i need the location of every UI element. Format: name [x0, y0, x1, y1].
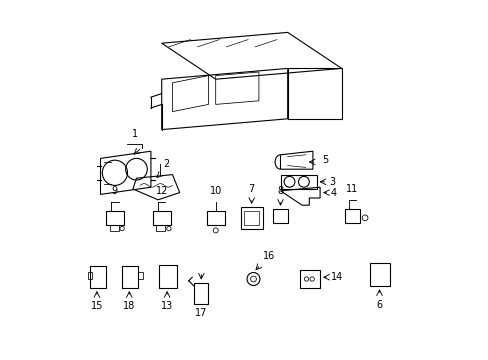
Bar: [241, 207, 262, 229]
Bar: [280, 175, 316, 189]
Text: 1: 1: [131, 129, 138, 139]
Bar: [206, 211, 224, 225]
Bar: [159, 265, 177, 288]
Bar: [89, 266, 106, 288]
Bar: [156, 225, 165, 231]
Text: 14: 14: [330, 272, 343, 282]
Text: 8: 8: [277, 186, 283, 196]
Bar: [138, 272, 142, 279]
Bar: [152, 211, 170, 225]
Bar: [106, 211, 123, 225]
Text: 11: 11: [346, 184, 358, 194]
Bar: [370, 263, 389, 286]
Bar: [88, 272, 92, 279]
Bar: [122, 266, 138, 288]
Text: 17: 17: [195, 308, 207, 318]
Bar: [272, 209, 288, 223]
Text: 9: 9: [112, 186, 118, 196]
Text: 18: 18: [123, 301, 135, 311]
Bar: [244, 211, 258, 225]
Bar: [300, 270, 320, 288]
Bar: [109, 225, 118, 231]
Text: 16: 16: [262, 251, 274, 261]
Text: 10: 10: [209, 186, 222, 196]
Text: 13: 13: [161, 301, 173, 311]
Text: 4: 4: [330, 188, 336, 198]
Text: 12: 12: [155, 186, 167, 196]
Text: 2: 2: [163, 159, 169, 169]
Bar: [194, 283, 208, 304]
Text: 7: 7: [248, 184, 254, 194]
Text: 5: 5: [321, 155, 327, 165]
Bar: [344, 209, 360, 223]
Text: 6: 6: [376, 300, 382, 310]
Text: 3: 3: [328, 177, 335, 187]
Text: 15: 15: [91, 301, 103, 311]
